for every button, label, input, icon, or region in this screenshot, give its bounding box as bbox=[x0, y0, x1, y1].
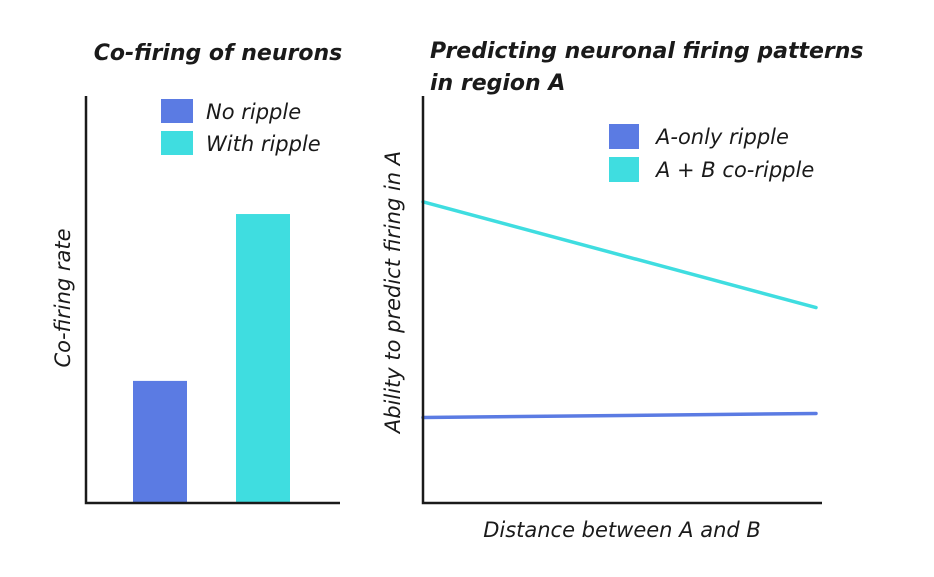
bar-with-ripple bbox=[236, 214, 290, 503]
legend-swatch-a-b-co-ripple bbox=[609, 157, 639, 182]
bar-chart-y-axis-label: Co-firing rate bbox=[51, 228, 75, 367]
bar-chart-panel: Co-firing of neurons Co-firing rate No r… bbox=[51, 41, 342, 505]
line-chart-title-line-1: Predicting neuronal firing patterns bbox=[430, 39, 864, 64]
legend-label-a-only-ripple: A-only ripple bbox=[654, 125, 789, 149]
legend-label-a-b-co-ripple: A + B co-ripple bbox=[654, 158, 814, 182]
legend-swatch-no-ripple bbox=[161, 99, 193, 123]
legend-label-no-ripple: No ripple bbox=[206, 100, 301, 124]
line-chart-axes bbox=[421, 96, 822, 505]
line-a-only-ripple bbox=[421, 411, 818, 420]
bar-chart-legend: No ripple With ripple bbox=[161, 99, 321, 156]
bar-no-ripple bbox=[133, 380, 187, 503]
bar-chart-axes bbox=[84, 96, 340, 505]
legend-swatch-with-ripple bbox=[161, 131, 193, 155]
legend-swatch-a-only-ripple bbox=[609, 124, 639, 149]
line-chart-x-axis-label: Distance between A and B bbox=[483, 518, 761, 542]
bar-series bbox=[133, 214, 290, 503]
line-chart-y-axis-label: Ability to predict firing in A bbox=[381, 151, 405, 435]
bar-chart-title: Co-firing of neurons bbox=[94, 41, 342, 66]
line-a-b-co-ripple bbox=[421, 200, 818, 310]
line-series bbox=[421, 200, 818, 420]
line-chart-legend: A-only ripple A + B co-ripple bbox=[609, 124, 814, 182]
line-chart-panel: Predicting neuronal firing patterns in r… bbox=[381, 39, 864, 542]
legend-label-with-ripple: With ripple bbox=[206, 132, 321, 156]
line-chart-title-line-2: in region A bbox=[430, 71, 565, 96]
